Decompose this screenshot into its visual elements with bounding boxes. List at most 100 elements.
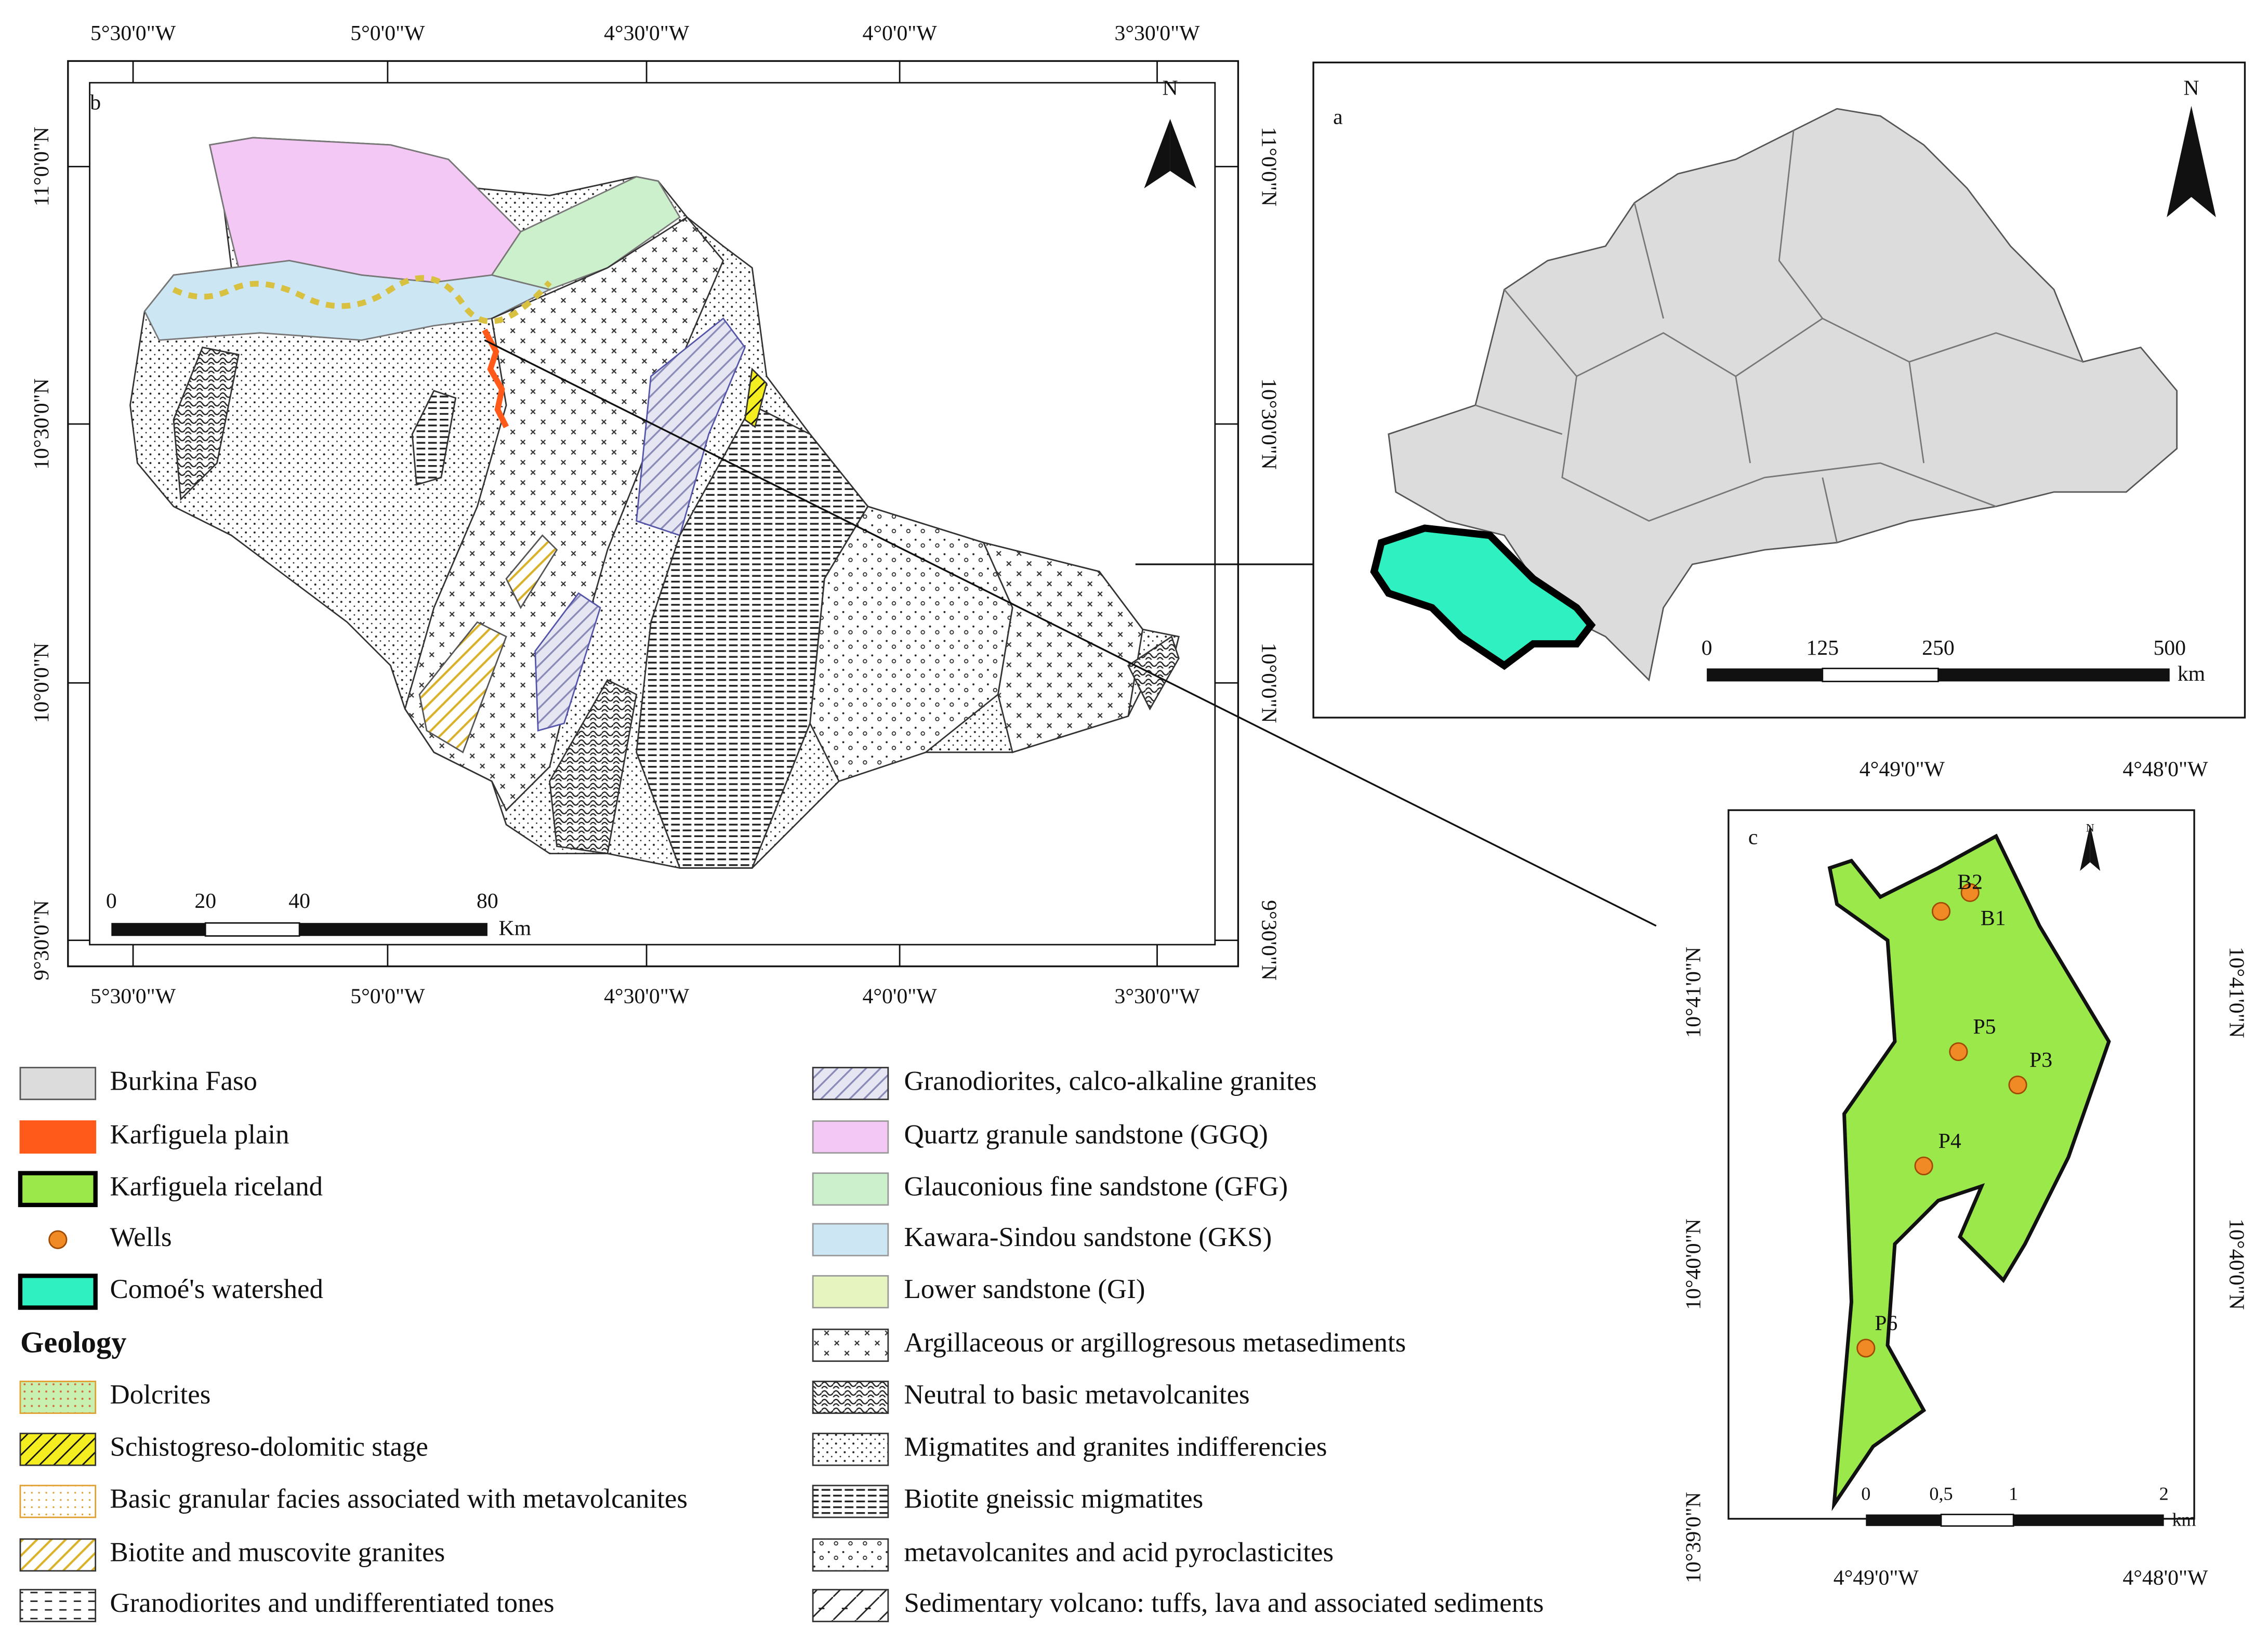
well bbox=[1931, 902, 1951, 921]
label: P5 bbox=[1973, 1015, 1996, 1039]
label: 10°40'0"N bbox=[2224, 1219, 2248, 1310]
label: Biotite gneissic migmatites bbox=[904, 1484, 1203, 1514]
label: 4°30'0"W bbox=[604, 985, 690, 1009]
label: Argillaceous or argillogresous metasedim… bbox=[904, 1328, 1406, 1358]
legend-swatch bbox=[19, 1067, 97, 1101]
label: 3°30'0"W bbox=[1114, 21, 1200, 45]
label: Schistogreso-dolomitic stage bbox=[110, 1432, 428, 1462]
legend-swatch bbox=[812, 1275, 889, 1308]
label: 250 bbox=[1922, 636, 1955, 660]
legend-swatch bbox=[18, 1274, 98, 1310]
panel-c bbox=[1728, 809, 2195, 1527]
legend-swatch bbox=[812, 1433, 889, 1466]
label: 9°30'0"N bbox=[1257, 900, 1281, 981]
legend-swatch bbox=[18, 1171, 98, 1208]
legend-swatch bbox=[812, 1381, 889, 1414]
label: P6 bbox=[1875, 1312, 1897, 1335]
legend-swatch bbox=[812, 1328, 889, 1362]
label: 2 bbox=[2159, 1484, 2169, 1504]
legend-swatch bbox=[812, 1172, 889, 1206]
label: N bbox=[1163, 76, 1178, 100]
label: Biotite and muscovite granites bbox=[110, 1538, 445, 1568]
legend-swatch bbox=[19, 1485, 97, 1518]
label: 5°0'0"W bbox=[350, 21, 425, 45]
label: Karfiguela riceland bbox=[110, 1171, 323, 1201]
label: 0 bbox=[1702, 636, 1712, 660]
well bbox=[1856, 1339, 1876, 1358]
label: 10°0'0"N bbox=[1257, 643, 1281, 723]
legend-swatch bbox=[812, 1223, 889, 1256]
legend-swatch bbox=[812, 1067, 889, 1101]
legend-swatch bbox=[812, 1588, 889, 1622]
label: 4°49'0"W bbox=[1834, 1566, 1919, 1590]
legend-swatch bbox=[19, 1538, 97, 1572]
label: 3°30'0"W bbox=[1114, 985, 1200, 1009]
well bbox=[1960, 883, 1980, 902]
panel-a bbox=[1312, 61, 2246, 719]
label: Basic granular facies associated with me… bbox=[110, 1484, 688, 1514]
legend-swatch bbox=[812, 1120, 889, 1154]
well bbox=[1949, 1042, 1968, 1062]
label: 20 bbox=[194, 889, 216, 913]
label: metavolcanites and acid pyroclasticites bbox=[904, 1538, 1334, 1568]
panel-b bbox=[67, 60, 1657, 968]
label: Lower sandstone (GI) bbox=[904, 1274, 1145, 1304]
label: P4 bbox=[1939, 1129, 1961, 1153]
legend-swatch bbox=[19, 1120, 97, 1154]
label: Glauconious fine sandstone (GFG) bbox=[904, 1171, 1288, 1201]
label: 500 bbox=[2153, 636, 2186, 660]
label: Burkina Faso bbox=[110, 1066, 257, 1096]
label: 0 bbox=[106, 889, 117, 913]
label: P3 bbox=[2029, 1048, 2052, 1072]
label: 5°30'0"W bbox=[90, 985, 176, 1009]
legend-swatch bbox=[19, 1381, 97, 1414]
label: 0 bbox=[1861, 1484, 1870, 1504]
legend-swatch bbox=[19, 1433, 97, 1466]
label: Kawara-Sindou sandstone (GKS) bbox=[904, 1222, 1272, 1252]
label: Karfiguela plain bbox=[110, 1119, 289, 1149]
label: 4°30'0"W bbox=[604, 21, 690, 45]
label: Migmatites and granites indifferencies bbox=[904, 1432, 1327, 1462]
legend-swatch bbox=[812, 1538, 889, 1572]
scale-bar bbox=[111, 922, 487, 937]
label: 10°30'0"N bbox=[1257, 378, 1281, 470]
label: B1 bbox=[1981, 906, 2006, 930]
label: Quartz granule sandstone (GGQ) bbox=[904, 1119, 1268, 1149]
label: B2 bbox=[1957, 870, 1983, 894]
label: 10°0'0"N bbox=[30, 643, 54, 723]
label: Km bbox=[499, 917, 532, 941]
label: 10°40'0"N bbox=[1681, 1219, 1705, 1310]
label: 4°48'0"W bbox=[2122, 1566, 2208, 1590]
label: 10°39'0"N bbox=[1681, 1492, 1705, 1583]
label: 0,5 bbox=[1929, 1484, 1953, 1504]
label: 5°30'0"W bbox=[90, 21, 176, 45]
label: Sedimentary volcano: tuffs, lava and ass… bbox=[904, 1588, 1544, 1618]
label: Geology bbox=[20, 1325, 127, 1359]
label: 11°0'0"N bbox=[1257, 127, 1281, 206]
label: a bbox=[1333, 105, 1343, 129]
label: Neutral to basic metavolcanites bbox=[904, 1380, 1249, 1410]
label: Comoé's watershed bbox=[110, 1274, 323, 1304]
label: Wells bbox=[110, 1222, 172, 1252]
label: 10°41'0"N bbox=[2224, 947, 2248, 1038]
label: Granodiorites and undifferentiated tones bbox=[110, 1588, 555, 1618]
label: 9°30'0"N bbox=[30, 900, 54, 981]
label: km bbox=[2178, 662, 2205, 686]
legend-swatch bbox=[19, 1588, 97, 1622]
label: 10°41'0"N bbox=[1681, 947, 1705, 1038]
label: 4°0'0"W bbox=[863, 985, 938, 1009]
well bbox=[2008, 1075, 2027, 1095]
label: 4°0'0"W bbox=[863, 21, 938, 45]
label: N bbox=[2086, 821, 2094, 834]
label: c bbox=[1748, 825, 1758, 849]
legend-swatch bbox=[48, 1230, 68, 1249]
label: 4°49'0"W bbox=[1860, 758, 1945, 782]
label: 4°48'0"W bbox=[2122, 758, 2208, 782]
label: 11°0'0"N bbox=[30, 127, 54, 206]
label: km bbox=[2172, 1509, 2196, 1530]
label: 5°0'0"W bbox=[350, 985, 425, 1009]
legend-swatch bbox=[812, 1485, 889, 1518]
label: Granodiorites, calco-alkaline granites bbox=[904, 1066, 1316, 1096]
label: 40 bbox=[288, 889, 310, 913]
